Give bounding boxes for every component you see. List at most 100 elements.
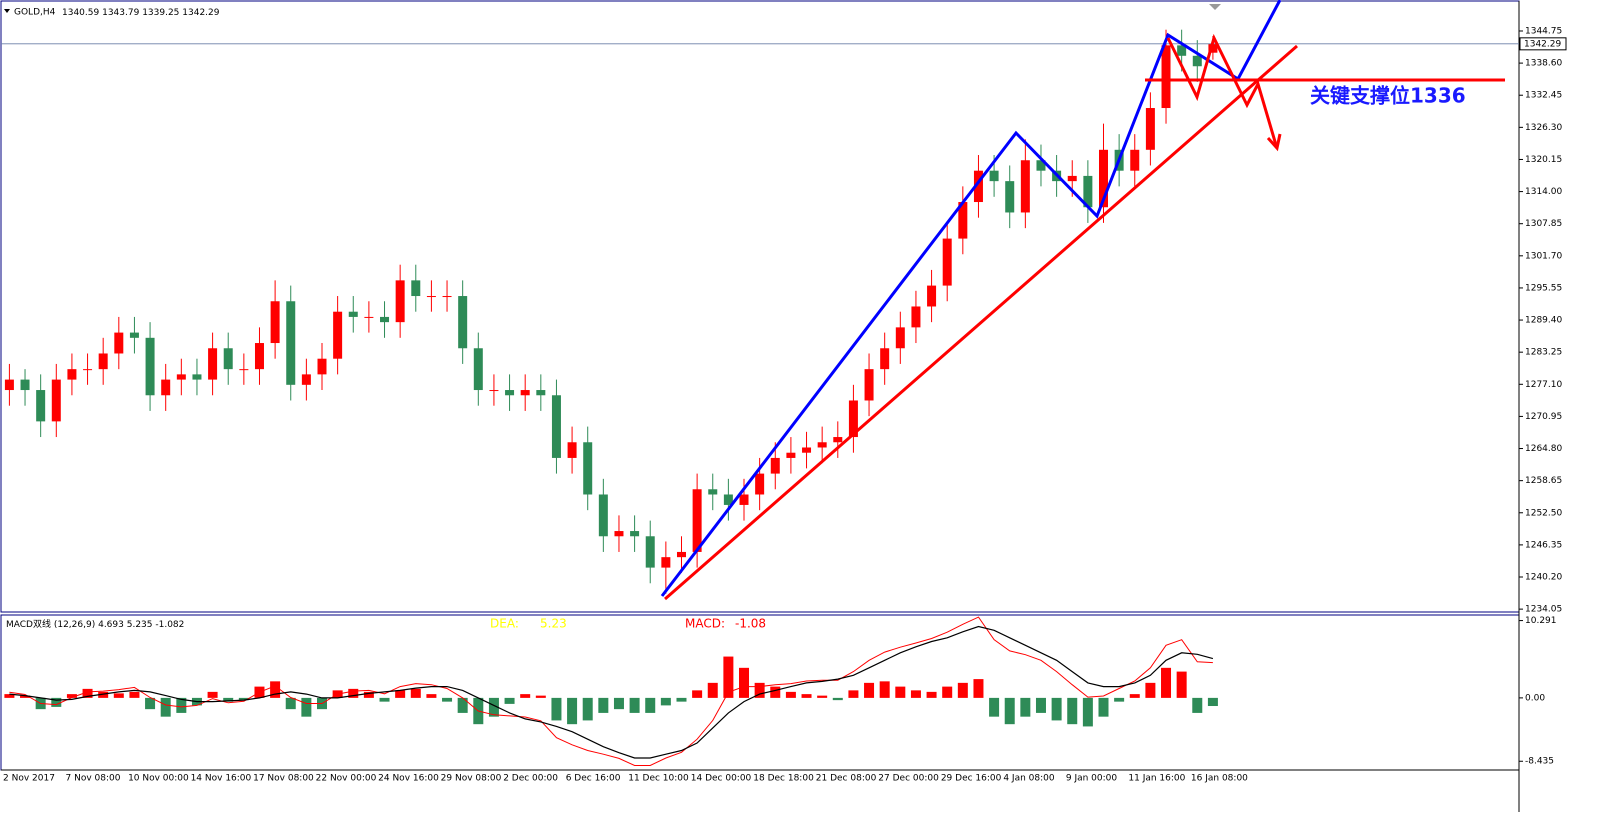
candle-body xyxy=(1036,160,1046,171)
candle-body xyxy=(129,332,139,338)
histogram-bar xyxy=(910,690,921,698)
histogram-bar xyxy=(942,686,953,698)
candle-body xyxy=(348,311,358,317)
trend-line xyxy=(664,44,1298,601)
candle-body xyxy=(176,374,186,380)
histogram-bar xyxy=(1129,694,1140,698)
high-readout: 1343.79 xyxy=(102,8,139,18)
y-tick-label: 1264.80 xyxy=(1525,444,1562,454)
candle-body xyxy=(692,489,702,552)
candle-body xyxy=(723,494,733,505)
histogram-bar xyxy=(567,697,578,725)
histogram-bar xyxy=(1082,697,1093,727)
blue-zigzag xyxy=(660,0,1282,597)
candle-body xyxy=(598,494,608,537)
histogram-bar xyxy=(739,667,750,698)
x-tick-label: 4 Jan 08:00 xyxy=(1003,774,1055,784)
y-tick-label: 0.00 xyxy=(1525,693,1545,703)
histogram-bar xyxy=(129,691,140,698)
y-tick-label: -8.435 xyxy=(1525,757,1554,767)
histogram-bar xyxy=(379,697,390,702)
histogram-bar xyxy=(535,695,546,698)
histogram-bar xyxy=(238,697,249,701)
y-tick-label: 1283.25 xyxy=(1525,348,1562,358)
histogram-bar xyxy=(1145,682,1156,698)
histogram-bar xyxy=(82,688,93,698)
arrow-head xyxy=(1266,133,1282,152)
y-tick-label: 1301.70 xyxy=(1525,251,1562,261)
candle-body xyxy=(676,551,686,558)
candle-body xyxy=(411,280,421,297)
candle-body xyxy=(254,343,264,370)
y-tick-label: 1258.65 xyxy=(1525,476,1562,486)
histogram-bar xyxy=(785,691,796,698)
histogram-bar xyxy=(848,690,859,698)
dea-readout: 5.235 xyxy=(127,620,153,630)
open-readout: 1340.59 xyxy=(62,8,99,18)
histogram-bar xyxy=(1004,697,1015,725)
y-tick-label: 1252.50 xyxy=(1525,508,1562,518)
candle-body xyxy=(1083,175,1093,208)
histogram-bar xyxy=(301,697,312,717)
candle-body xyxy=(895,327,905,349)
histogram-bar xyxy=(176,697,187,713)
price-tag: 1342.29 xyxy=(1524,39,1561,49)
candle-body xyxy=(83,369,93,371)
histogram-bar xyxy=(1207,697,1218,707)
y-tick-label: 1295.55 xyxy=(1525,283,1562,293)
histogram-bar xyxy=(1098,697,1109,717)
x-tick-label: 22 Nov 00:00 xyxy=(316,774,377,784)
y-tick-label: 1326.30 xyxy=(1525,123,1562,133)
candle-body xyxy=(473,348,483,391)
candle-body xyxy=(395,280,405,323)
histogram-bar xyxy=(957,682,968,698)
red-zigzag xyxy=(1166,33,1278,146)
candle-body xyxy=(1145,108,1155,150)
candle-body xyxy=(380,316,390,323)
histogram-bar xyxy=(145,697,156,710)
histogram-bar xyxy=(864,682,875,698)
macd-title: MACD双线 (12,26,9) 4.693 5.235 -1.082 xyxy=(6,618,184,630)
candle-body xyxy=(36,390,46,422)
histogram-bar xyxy=(51,697,62,707)
candle-body xyxy=(958,202,968,239)
y-tick-label: 1314.00 xyxy=(1525,187,1562,197)
candle-body xyxy=(786,452,796,458)
candle-body xyxy=(1099,149,1108,208)
histogram-bar xyxy=(457,697,468,713)
candle-body xyxy=(270,301,280,344)
candle-body xyxy=(1005,181,1015,213)
candle-body xyxy=(1208,43,1218,53)
candle-body xyxy=(20,379,30,391)
histogram-bar xyxy=(660,697,671,706)
histogram-bar xyxy=(1051,697,1062,721)
candle-body xyxy=(708,489,718,495)
histogram-bar xyxy=(66,694,77,698)
candle-body xyxy=(520,390,530,396)
histogram-bar xyxy=(629,697,640,713)
hist-readout: -1.082 xyxy=(155,620,184,630)
candle-body xyxy=(301,374,311,385)
candle-body xyxy=(489,390,499,392)
readout-value: 5.23 xyxy=(540,617,567,631)
histogram-bar xyxy=(1192,697,1203,713)
y-tick-label: 1307.85 xyxy=(1525,219,1562,229)
x-tick-label: 29 Nov 08:00 xyxy=(441,774,502,784)
candle-body xyxy=(551,395,561,458)
histogram-bar xyxy=(895,686,906,698)
y-tick-label: 1338.60 xyxy=(1525,59,1562,69)
x-tick-label: 18 Dec 18:00 xyxy=(753,774,814,784)
candle-body xyxy=(927,285,937,307)
y-tick-label: 1289.40 xyxy=(1525,316,1562,326)
macd-name: MACD双线 (12,26,9) xyxy=(6,618,95,630)
x-tick-label: 10 Nov 00:00 xyxy=(128,774,189,784)
macd-line xyxy=(9,625,1214,759)
histogram-bar xyxy=(1035,697,1046,713)
candle-body xyxy=(4,379,14,391)
candle-body xyxy=(833,437,843,443)
candle-body xyxy=(645,536,655,568)
symbol-label: GOLD,H4 xyxy=(14,8,56,18)
low-readout: 1339.25 xyxy=(142,8,179,18)
candle-body xyxy=(223,348,233,370)
